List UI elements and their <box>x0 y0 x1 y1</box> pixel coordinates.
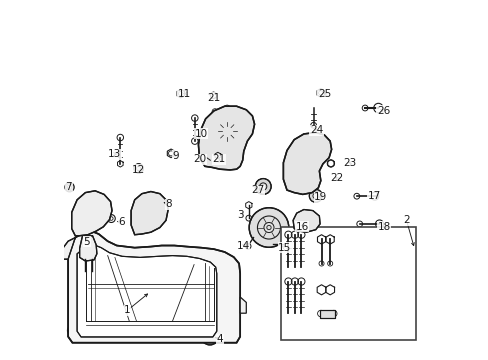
Bar <box>320 310 334 318</box>
Polygon shape <box>131 192 168 235</box>
Text: 15: 15 <box>278 243 291 253</box>
Text: 23: 23 <box>342 158 356 168</box>
Text: 27: 27 <box>251 185 264 195</box>
Polygon shape <box>292 210 320 232</box>
Text: 19: 19 <box>314 192 327 202</box>
Text: 12: 12 <box>131 165 144 175</box>
Text: 3: 3 <box>237 210 244 220</box>
Text: 13: 13 <box>108 149 122 159</box>
Text: 20: 20 <box>193 154 205 164</box>
Text: 11: 11 <box>177 89 190 99</box>
Text: 21: 21 <box>212 154 225 164</box>
Text: 14: 14 <box>236 241 249 251</box>
Circle shape <box>309 189 322 202</box>
Polygon shape <box>72 191 112 236</box>
Polygon shape <box>240 297 246 313</box>
Text: 22: 22 <box>329 173 343 183</box>
Text: 25: 25 <box>317 89 330 99</box>
Polygon shape <box>77 245 216 337</box>
Text: 16: 16 <box>295 222 308 232</box>
Text: 7: 7 <box>65 182 72 192</box>
Text: 2: 2 <box>403 215 409 225</box>
Circle shape <box>134 164 143 173</box>
Text: 8: 8 <box>165 199 172 210</box>
Text: 18: 18 <box>377 222 390 232</box>
Bar <box>320 310 334 318</box>
Circle shape <box>200 326 219 345</box>
Polygon shape <box>198 106 254 170</box>
Polygon shape <box>80 236 97 261</box>
Text: 10: 10 <box>194 129 207 139</box>
Text: 21: 21 <box>207 93 221 103</box>
Bar <box>281 227 415 340</box>
Circle shape <box>81 200 103 221</box>
Text: 6: 6 <box>118 217 124 228</box>
Polygon shape <box>283 132 331 194</box>
Polygon shape <box>68 231 240 343</box>
Text: 9: 9 <box>172 150 178 161</box>
Circle shape <box>249 208 288 247</box>
Text: 17: 17 <box>366 191 380 201</box>
Polygon shape <box>62 238 75 259</box>
Text: 5: 5 <box>83 237 90 247</box>
Text: 24: 24 <box>309 125 323 135</box>
Circle shape <box>209 114 244 149</box>
Text: 26: 26 <box>376 106 389 116</box>
Text: 1: 1 <box>124 305 131 315</box>
Circle shape <box>255 179 270 194</box>
Circle shape <box>294 153 314 173</box>
Text: 4: 4 <box>216 334 223 344</box>
